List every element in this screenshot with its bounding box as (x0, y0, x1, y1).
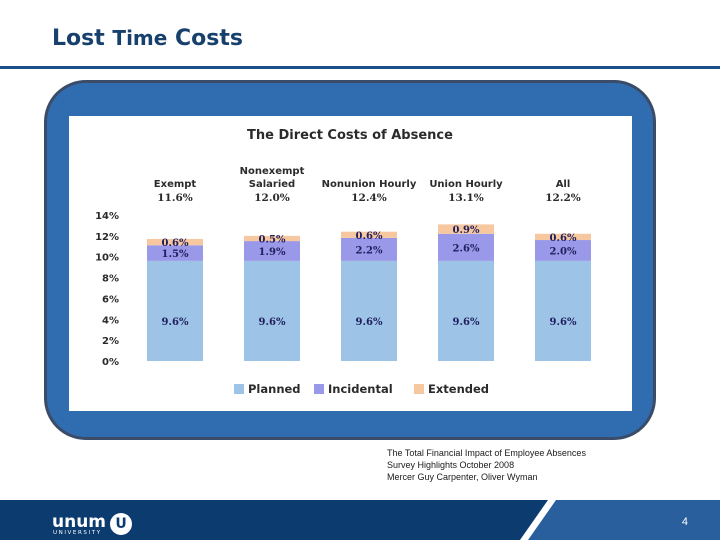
legend-swatch-planned (234, 384, 244, 394)
y-tick-label: 6% (102, 294, 119, 305)
bar-planned (438, 260, 494, 361)
category-total: 12.0% (254, 192, 290, 204)
y-tick-label: 10% (95, 253, 119, 264)
legend-label-extended: Extended (428, 382, 489, 396)
data-label-planned: 9.6% (453, 317, 480, 328)
category-label: Union Hourly (429, 179, 503, 190)
source-citation: The Total Financial Impact of Employee A… (387, 447, 586, 483)
slide-title: Lost Time Costs (52, 26, 243, 51)
category-total: 12.2% (545, 192, 581, 204)
title-divider (0, 66, 720, 69)
y-tick-label: 8% (102, 274, 119, 285)
bar-extended (535, 233, 591, 241)
legend-swatch-incidental (314, 384, 324, 394)
data-label-extended: 0.9% (453, 225, 480, 236)
y-tick-label: 2% (102, 336, 119, 347)
data-label-planned: 9.6% (356, 317, 383, 328)
slide-title-part2: Time (112, 26, 168, 50)
data-label-extended: 0.6% (356, 231, 383, 242)
y-tick-label: 14% (95, 211, 119, 222)
legend-label-planned: Planned (248, 382, 301, 396)
data-label-incidental: 2.6% (453, 243, 480, 254)
category-label: Salaried (249, 179, 295, 190)
unum-logo-text: unum (52, 512, 107, 532)
category-label: All (556, 179, 571, 190)
data-label-planned: 9.6% (162, 317, 189, 328)
slide-title-part3: Costs (175, 26, 243, 51)
data-label-incidental: 2.2% (356, 245, 383, 256)
legend-label-incidental: Incidental (328, 382, 393, 396)
data-label-planned: 9.6% (550, 317, 577, 328)
category-total: 12.4% (351, 192, 387, 204)
stacked-bar-chart: The Direct Costs of Absence Exempt 11.6% No… (95, 128, 591, 396)
y-tick-label: 0% (102, 357, 119, 368)
footer-bar: unum UNIVERSITY U 4 (0, 500, 720, 540)
bar-planned (147, 260, 203, 361)
data-label-incidental: 2.0% (550, 246, 577, 257)
bar-incidental (438, 233, 494, 261)
category-label: Exempt (154, 179, 197, 190)
category-label: Nonexempt (240, 166, 305, 177)
category-total: 11.6% (157, 192, 193, 204)
bar-planned (535, 260, 591, 361)
source-line-2: Survey Highlights October 2008 (387, 460, 515, 470)
y-tick-label: 12% (95, 232, 119, 243)
source-line-3: Mercer Guy Carpenter, Oliver Wyman (387, 472, 538, 482)
bar-incidental (535, 240, 591, 261)
legend-swatch-extended (414, 384, 424, 394)
bar-incidental (244, 241, 300, 261)
y-tick-label: 4% (102, 315, 119, 326)
category-total: 13.1% (448, 192, 484, 204)
page-number: 4 (681, 516, 688, 528)
data-label-extended: 0.6% (550, 233, 577, 244)
data-label-incidental: 1.5% (162, 249, 189, 260)
data-label-extended: 0.6% (162, 238, 189, 249)
data-label-incidental: 1.9% (259, 247, 286, 258)
chart-title: The Direct Costs of Absence (247, 128, 453, 143)
bar-incidental (147, 245, 203, 261)
bar-extended (438, 224, 494, 234)
bar-incidental (341, 237, 397, 261)
footer-stripe-decoration (520, 500, 720, 540)
bar-planned (244, 260, 300, 361)
data-label-extended: 0.5% (259, 234, 286, 245)
slide-title-part1: Lost (52, 26, 105, 51)
bar-extended (147, 238, 203, 246)
unum-logo-badge: U (110, 513, 132, 535)
unum-logo-subtitle: UNIVERSITY (53, 530, 102, 536)
category-label: Nonunion Hourly (322, 179, 417, 190)
bar-extended (341, 231, 397, 238)
source-line-1: The Total Financial Impact of Employee A… (387, 448, 586, 458)
bar-extended (244, 235, 300, 242)
bar-planned (341, 260, 397, 361)
data-label-planned: 9.6% (259, 317, 286, 328)
chart-card: The Direct Costs of Absence Exempt 11.6% No… (69, 116, 632, 411)
